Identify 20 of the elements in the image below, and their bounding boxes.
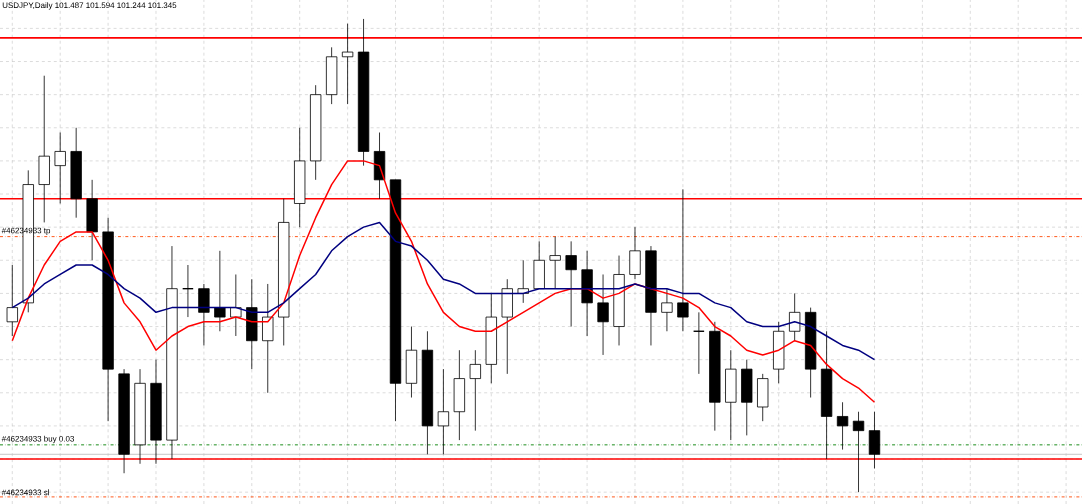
candlestick: [517, 259, 529, 304]
candlestick: [230, 274, 242, 337]
candlestick: [868, 411, 881, 469]
candlestick: [597, 274, 609, 356]
candlestick: [54, 132, 66, 204]
candlestick: [629, 226, 641, 280]
candlestick: [565, 240, 577, 327]
candlestick: [437, 368, 450, 455]
candlestick: [6, 264, 18, 337]
candlestick: [469, 349, 481, 432]
candlestick: [549, 236, 561, 290]
candlestick: [341, 23, 354, 105]
candlestick: [262, 283, 274, 394]
candlestick: [214, 250, 226, 332]
candlestick: [852, 411, 865, 493]
candlestick: [836, 401, 849, 450]
candlestick: [198, 283, 210, 346]
candlestick: [788, 293, 801, 342]
candlestick: [677, 188, 689, 332]
candlestick: [661, 288, 673, 332]
